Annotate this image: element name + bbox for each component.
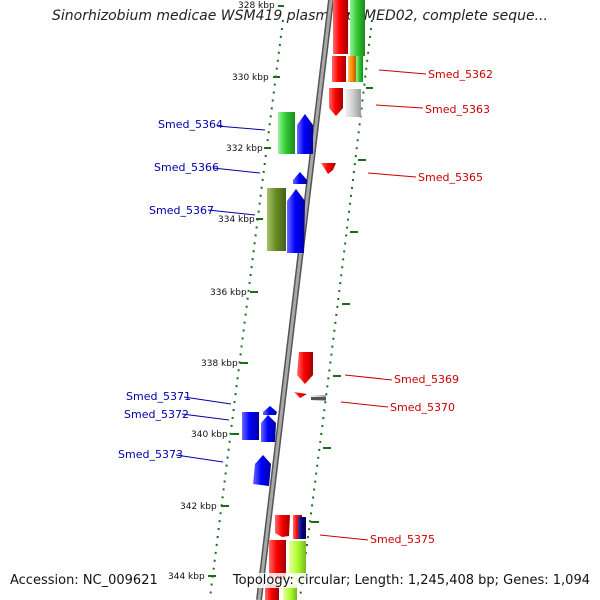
gene-feature[interactable] <box>275 515 290 537</box>
gene-feature[interactable] <box>289 541 306 581</box>
tick-label-338: 338 kbp <box>201 359 238 369</box>
gene-feature[interactable] <box>253 455 271 486</box>
gene-label-smed-5371[interactable]: Smed_5371 <box>126 390 191 403</box>
accession-label: Accession: NC_009621 <box>10 573 158 588</box>
gene-feature[interactable] <box>333 0 348 54</box>
outer-track-ticks <box>311 87 373 523</box>
tick-label-344: 344 kbp <box>168 572 205 582</box>
gene-label-smed-5363[interactable]: Smed_5363 <box>425 103 490 116</box>
gene-feature[interactable] <box>265 584 279 600</box>
reverse-strand-features[interactable] <box>265 0 365 600</box>
gene-feature[interactable] <box>261 415 276 442</box>
gene-feature[interactable] <box>332 56 346 82</box>
gene-feature[interactable] <box>294 392 307 398</box>
tick-340: 340 kbp <box>191 430 239 440</box>
tick-label-334: 334 kbp <box>218 215 255 225</box>
tick-label-336: 336 kbp <box>210 288 247 298</box>
label-leaders <box>175 69 427 541</box>
tick-label-330: 330 kbp <box>232 73 269 83</box>
topology-label: Topology: circular; Length: 1,245,408 bp… <box>232 573 590 588</box>
gene-feature[interactable] <box>348 56 356 82</box>
tick-336: 336 kbp <box>210 288 258 298</box>
tick-label-340: 340 kbp <box>191 430 228 440</box>
tick-label-332: 332 kbp <box>226 144 263 154</box>
gene-feature[interactable] <box>321 163 336 174</box>
gene-feature[interactable] <box>283 584 297 600</box>
gene-feature[interactable] <box>297 352 313 384</box>
gene-feature[interactable] <box>345 89 361 117</box>
backbone <box>257 0 333 600</box>
gene-label-smed-5362[interactable]: Smed_5362 <box>428 68 493 81</box>
tick-label-342: 342 kbp <box>180 502 217 512</box>
tick-344: 344 kbp <box>168 572 216 582</box>
gene-feature[interactable] <box>311 397 326 400</box>
gene-label-smed-5372[interactable]: Smed_5372 <box>124 408 189 421</box>
tick-334: 334 kbp <box>218 215 263 225</box>
gene-feature[interactable] <box>356 56 363 82</box>
gene-feature[interactable] <box>267 188 286 251</box>
forward-strand-features[interactable] <box>242 112 313 486</box>
gene-feature[interactable] <box>263 406 277 415</box>
tick-342: 342 kbp <box>180 502 229 512</box>
gene-label-smed-5373[interactable]: Smed_5373 <box>118 448 183 461</box>
gene-feature[interactable] <box>293 172 307 184</box>
gene-feature[interactable] <box>269 540 286 580</box>
gene-label-smed-5370[interactable]: Smed_5370 <box>390 401 455 414</box>
gene-feature[interactable] <box>278 112 295 154</box>
gene-label-smed-5366[interactable]: Smed_5366 <box>154 161 219 174</box>
gene-label-smed-5369[interactable]: Smed_5369 <box>394 373 459 386</box>
tick-332: 332 kbp <box>226 144 271 154</box>
inner-tick-track <box>209 19 284 599</box>
gene-feature[interactable] <box>297 114 313 154</box>
tick-338: 338 kbp <box>201 359 248 369</box>
tick-label-328: 328 kbp <box>238 1 275 11</box>
gene-feature[interactable] <box>350 0 365 56</box>
gene-label-smed-5367[interactable]: Smed_5367 <box>149 204 214 217</box>
map-title: Sinorhizobium medicae WSM419 plasmid pSM… <box>52 8 548 24</box>
gene-feature[interactable] <box>298 517 306 539</box>
gene-label-smed-5365[interactable]: Smed_5365 <box>418 171 483 184</box>
gene-feature[interactable] <box>329 88 343 116</box>
outer-tick-track <box>299 19 373 599</box>
gene-label-smed-5364[interactable]: Smed_5364 <box>158 118 223 131</box>
gene-feature[interactable] <box>242 412 259 440</box>
gene-feature[interactable] <box>293 515 302 539</box>
gene-label-smed-5375[interactable]: Smed_5375 <box>370 533 435 546</box>
tick-328: 328 kbp <box>238 1 284 11</box>
tick-330: 330 kbp <box>232 73 280 83</box>
gene-feature[interactable] <box>287 189 305 253</box>
